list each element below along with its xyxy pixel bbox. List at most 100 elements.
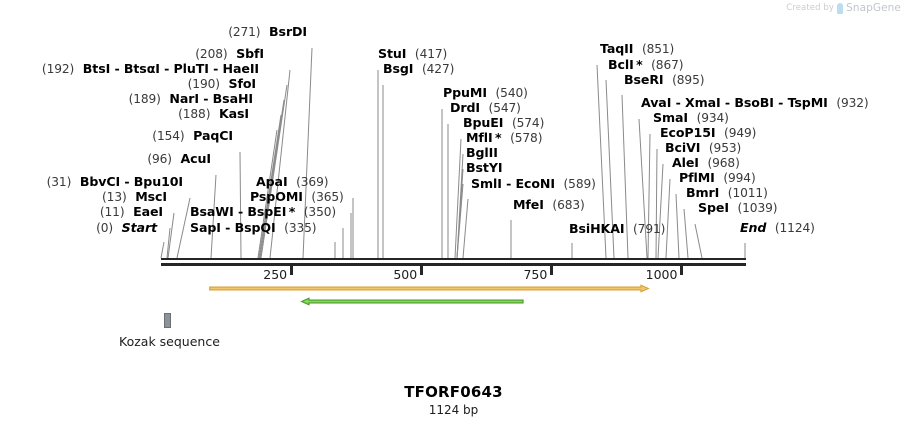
enzyme-label[interactable]: BstYI xyxy=(466,160,503,175)
enzyme-label[interactable]: SapI - BspQI (335) xyxy=(190,220,317,235)
enzyme-label[interactable]: AvaI - XmaI - BsoBI - TspMI (932) xyxy=(641,96,869,110)
enzyme-label[interactable]: StuI (417) xyxy=(378,47,447,61)
enzyme-label[interactable]: (189) NarI - BsaHI xyxy=(129,91,254,106)
enzyme-name[interactable]: BsoBI xyxy=(734,95,774,110)
enzyme-name[interactable]: BglII xyxy=(466,145,498,160)
enzyme-label[interactable]: PpuMI (540) xyxy=(443,86,528,100)
enzyme-label[interactable]: BseRI (895) xyxy=(624,73,704,87)
enzyme-name[interactable]: BpuEI xyxy=(463,115,504,130)
enzyme-label[interactable]: End (1124) xyxy=(740,221,815,235)
enzyme-name[interactable]: AvaI xyxy=(641,95,672,110)
enzyme-label[interactable]: (192) BtsI - BtsαI - PluTI - HaeII xyxy=(42,62,259,76)
enzyme-name[interactable]: KasI xyxy=(218,106,249,121)
orf-feature-arrow[interactable] xyxy=(161,284,697,293)
enzyme-label[interactable]: SmlI - EcoNI (589) xyxy=(471,177,596,191)
enzyme-label[interactable]: (31) BbvCI - Bpu10I xyxy=(47,175,183,189)
enzyme-name[interactable]: TspMI xyxy=(787,95,828,110)
enzyme-label[interactable]: SmaI (934) xyxy=(653,111,729,125)
enzyme-label[interactable]: MflI * (578) xyxy=(466,131,542,145)
enzyme-label[interactable]: (13) MscI xyxy=(102,190,167,204)
enzyme-label[interactable]: EcoP15I (949) xyxy=(660,126,756,140)
enzyme-name[interactable]: BsgI xyxy=(383,61,414,76)
enzyme-name[interactable]: EaeI xyxy=(133,204,163,219)
enzyme-name[interactable]: BseRI xyxy=(624,72,664,87)
enzyme-label[interactable]: (96) AcuI xyxy=(147,152,211,166)
enzyme-name[interactable]: End xyxy=(740,220,767,235)
enzyme-label[interactable]: BsiHKAI (791) xyxy=(569,222,665,236)
enzyme-name[interactable]: EcoNI xyxy=(515,176,556,191)
enzyme-label[interactable]: SpeI (1039) xyxy=(698,200,778,215)
enzyme-label[interactable]: ApaI (369) xyxy=(256,174,329,189)
enzyme-position: (0) xyxy=(96,221,114,235)
enzyme-name[interactable]: BstYI xyxy=(466,160,503,175)
reverse-feature-arrow[interactable] xyxy=(277,297,548,306)
enzyme-label[interactable]: (271) BsrDI xyxy=(228,25,307,39)
enzyme-name[interactable]: PpuMI xyxy=(443,85,487,100)
enzyme-label[interactable]: AleI (968) xyxy=(672,156,740,170)
enzyme-name[interactable]: MscI xyxy=(135,189,167,204)
enzyme-name[interactable]: SpeI xyxy=(698,200,729,215)
backbone-line-bottom xyxy=(161,263,746,266)
enzyme-name[interactable]: BsrDI xyxy=(269,24,307,39)
enzyme-name[interactable]: Bpu10I xyxy=(133,174,183,189)
enzyme-name[interactable]: MfeI xyxy=(513,197,544,212)
enzyme-label[interactable]: MfeI (683) xyxy=(513,198,585,212)
enzyme-name[interactable]: BsaWI xyxy=(190,204,234,219)
enzyme-label[interactable]: BciVI (953) xyxy=(665,141,741,155)
enzyme-label[interactable]: BsaWI - BspEI * (350) xyxy=(190,205,336,219)
enzyme-name[interactable]: BmrI xyxy=(686,185,720,200)
enzyme-name[interactable]: NarI xyxy=(169,91,199,106)
enzyme-name[interactable]: BsiHKAI xyxy=(569,221,625,236)
enzyme-name[interactable]: Start xyxy=(121,220,157,235)
enzyme-name[interactable]: MflI * xyxy=(466,130,502,145)
enzyme-name[interactable]: SapI xyxy=(190,220,221,235)
enzyme-name[interactable]: TaqII xyxy=(600,41,634,56)
enzyme-label[interactable]: PspOMI (365) xyxy=(250,190,344,204)
enzyme-name[interactable]: PflMI xyxy=(679,170,715,185)
enzyme-name[interactable]: AleI xyxy=(672,155,699,170)
enzyme-label[interactable]: DrdI (547) xyxy=(450,101,521,115)
enzyme-name[interactable]: StuI xyxy=(378,46,407,61)
enzyme-separator: - xyxy=(208,61,223,76)
enzyme-label[interactable]: BsgI (427) xyxy=(383,62,454,76)
enzyme-label[interactable]: BmrI (1011) xyxy=(686,186,768,200)
enzyme-label[interactable]: (11) EaeI xyxy=(100,205,163,219)
enzyme-name[interactable]: PspOMI xyxy=(250,189,303,204)
enzyme-name[interactable]: BclI * xyxy=(608,57,643,72)
enzyme-name[interactable]: BbvCI xyxy=(79,174,121,189)
enzyme-name[interactable]: SmlI xyxy=(471,176,502,191)
enzyme-name[interactable]: BtsαI xyxy=(123,61,160,76)
enzyme-name[interactable]: AcuI xyxy=(180,151,212,166)
enzyme-label[interactable]: BpuEI (574) xyxy=(463,116,544,130)
enzyme-name[interactable]: BciVI xyxy=(665,140,701,155)
enzyme-name[interactable]: XmaI xyxy=(685,95,721,110)
enzyme-label[interactable]: (208) SbfI xyxy=(195,47,264,61)
kozak-sequence-label: Kozak sequence xyxy=(119,334,220,349)
enzyme-name[interactable]: BspEI * xyxy=(247,204,296,219)
ruler-tick-label: 750 xyxy=(523,267,548,282)
enzyme-name[interactable]: PluTI xyxy=(173,61,209,76)
enzyme-position: (949) xyxy=(724,126,757,140)
enzyme-label[interactable]: (190) SfoI xyxy=(188,77,256,91)
enzyme-label[interactable]: PflMI (994) xyxy=(679,171,756,185)
enzyme-name[interactable]: PaqCI xyxy=(193,128,233,143)
enzyme-name[interactable]: SmaI xyxy=(653,110,688,125)
enzyme-label[interactable]: (154) PaqCI xyxy=(152,129,233,143)
kozak-sequence-marker[interactable] xyxy=(164,313,171,328)
enzyme-name[interactable]: SbfI xyxy=(236,46,264,61)
enzyme-name[interactable]: HaeII xyxy=(222,61,260,76)
enzyme-name[interactable]: BtsI xyxy=(82,61,111,76)
enzyme-position: (365) xyxy=(311,190,344,204)
enzyme-label[interactable]: BglII xyxy=(466,146,498,159)
enzyme-name[interactable]: ApaI xyxy=(256,174,288,189)
enzyme-label[interactable]: (0) Start xyxy=(96,221,157,235)
enzyme-name[interactable]: EcoP15I xyxy=(660,125,716,140)
enzyme-name[interactable]: BsaHI xyxy=(212,91,253,106)
enzyme-label[interactable]: (188) KasI xyxy=(178,107,249,121)
enzyme-label[interactable]: TaqII (851) xyxy=(600,42,674,56)
enzyme-label[interactable]: BclI * (867) xyxy=(608,57,684,72)
enzyme-name[interactable]: SfoI xyxy=(228,76,257,91)
enzyme-name[interactable]: BspQI xyxy=(234,220,276,235)
enzyme-position: (574) xyxy=(511,116,545,130)
enzyme-name[interactable]: DrdI xyxy=(450,100,480,115)
